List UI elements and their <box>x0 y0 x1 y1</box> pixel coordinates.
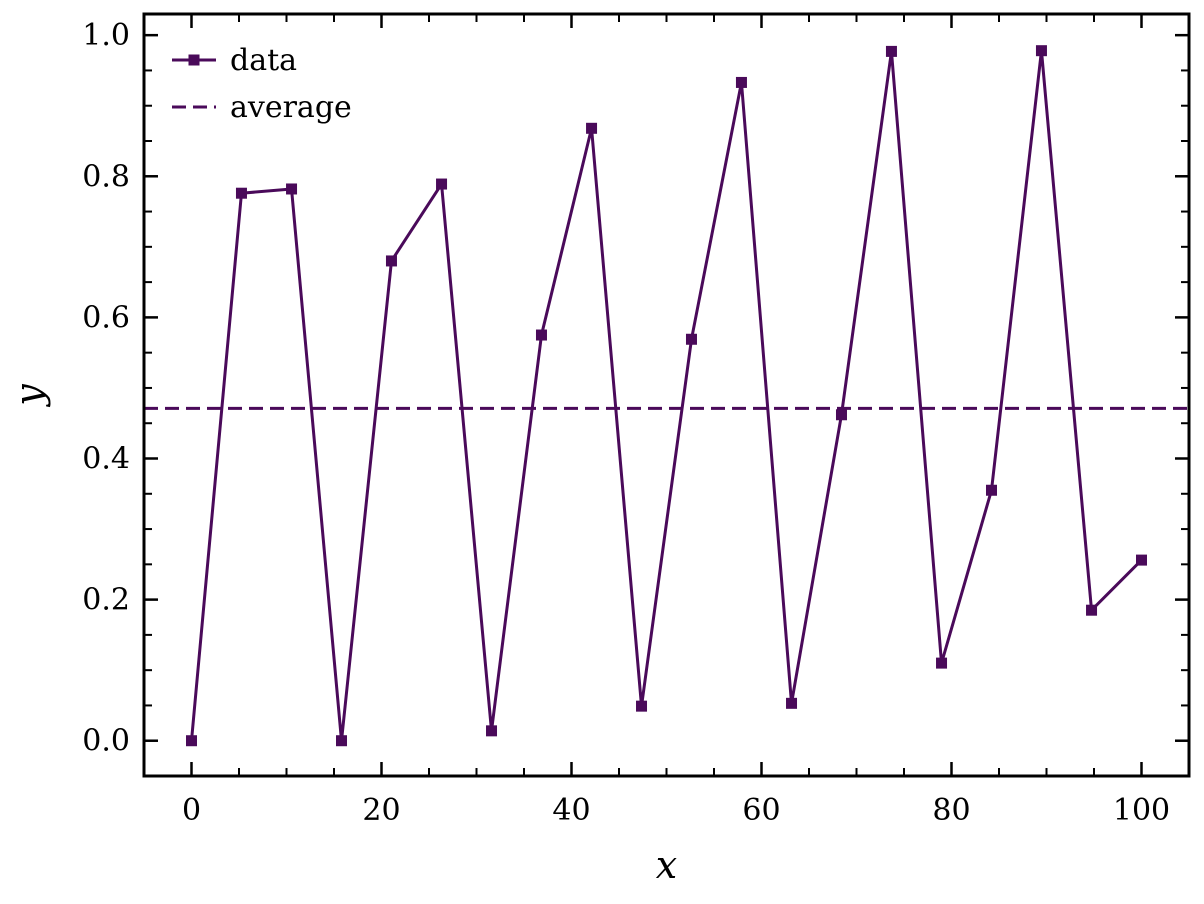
data-line <box>190 50 1143 741</box>
data-point-marker <box>985 484 997 496</box>
y-tick-label: 0.0 <box>82 724 130 759</box>
axis-ticks <box>144 14 1189 776</box>
y-tick-label: 0.6 <box>82 300 130 335</box>
data-point-marker <box>436 178 448 190</box>
data-point-marker <box>835 409 847 421</box>
data-point-marker <box>586 122 598 134</box>
data-point-marker <box>885 45 897 57</box>
x-tick-label: 60 <box>742 793 780 828</box>
legend: data average <box>172 43 352 125</box>
data-point-marker <box>936 657 948 669</box>
y-axis-label: y <box>7 384 51 408</box>
data-point-marker <box>735 76 747 88</box>
y-tick-label: 0.2 <box>82 583 130 618</box>
plot-area <box>144 45 1189 747</box>
data-point-marker <box>186 735 197 747</box>
x-tick-label: 100 <box>1113 793 1170 828</box>
y-tick-label: 0.4 <box>82 442 130 477</box>
legend-data-label: data <box>230 43 297 78</box>
data-point-marker <box>535 329 547 341</box>
legend-average-label: average <box>230 90 352 125</box>
data-point-marker <box>286 183 298 195</box>
y-tick-label: 0.8 <box>82 159 130 194</box>
data-point-marker <box>786 697 798 709</box>
x-tick-label: 40 <box>552 793 590 828</box>
data-point-marker <box>1035 45 1047 57</box>
x-tick-label: 80 <box>932 793 970 828</box>
data-point-marker <box>235 187 247 199</box>
data-point-marker <box>385 255 397 267</box>
data-point-marker <box>336 735 348 747</box>
data-point-marker <box>1086 604 1098 616</box>
data-point-marker <box>1136 554 1147 566</box>
legend-data-marker <box>188 54 200 66</box>
x-axis-label: x <box>656 843 677 887</box>
axis-tick-labels: 0 20 40 60 80 100 0.0 0.2 0.4 0.6 0.8 1.0 <box>82 18 1170 828</box>
x-tick-label: 0 <box>182 793 201 828</box>
data-markers <box>186 45 1147 747</box>
x-tick-label: 20 <box>362 793 400 828</box>
data-point-marker <box>636 700 648 712</box>
data-point-marker <box>486 725 498 737</box>
data-point-marker <box>685 333 697 345</box>
y-tick-label: 1.0 <box>82 18 130 53</box>
